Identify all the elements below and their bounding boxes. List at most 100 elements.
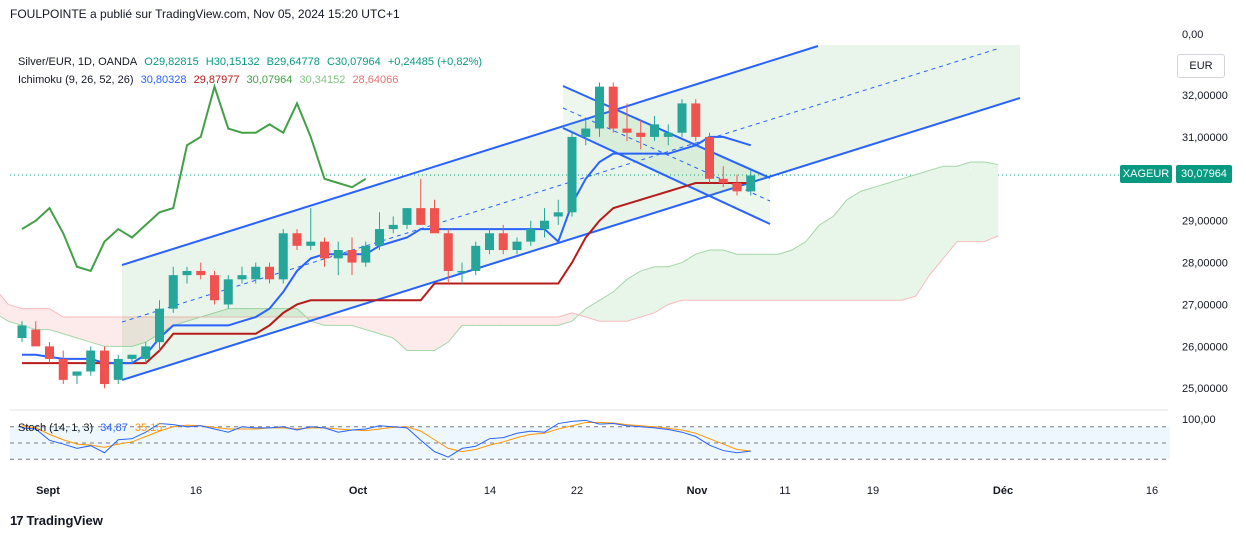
symbol-label: Silver/EUR, 1D, OANDA [18,56,138,68]
candle-body [622,128,632,133]
last-price-tag: 30,07964 [1176,165,1232,183]
x-tick-label: 16 [1146,485,1158,497]
cloud-segment [709,250,724,301]
candle-body [388,224,398,230]
cloud-segment [503,317,517,326]
cloud-segment [530,317,545,326]
cloud-segment [35,308,50,330]
cloud-segment [957,162,971,242]
senkou-b-line [0,235,999,322]
ichimoku-legend: Ichimoku (9, 26, 52, 26) 30,80328 29,879… [18,74,402,86]
y-tick-label: 25,00000 [1182,383,1228,395]
cloud-segment [0,294,9,322]
cloud-segment [448,317,462,343]
channel-lower-line [121,97,1021,381]
candle-body [471,245,481,271]
candle-body [113,358,123,380]
symbol-tag: XAGEUR [1120,165,1172,183]
candle-body [416,208,426,225]
cloud-segment [723,250,737,301]
x-tick-label: Nov [687,485,709,497]
change-value: +0,24485 (+0,82%) [387,56,483,68]
x-tick-label: 14 [484,485,496,497]
cloud-segment [517,317,531,326]
kijun-line [22,181,751,365]
cloud-segment [338,317,352,326]
candle-body [375,229,384,246]
x-tick-label: 11 [779,485,790,497]
cloud-segment [393,317,407,351]
stochastic-pane [10,419,1170,460]
candle-body [705,136,714,179]
stoch-axis-label: 100,00 [1182,414,1216,426]
candle-body [58,358,68,380]
y-tick-label: 27,00000 [1182,299,1228,311]
y-tick-label: 29,00000 [1182,216,1228,228]
cloud-segment [104,317,119,347]
y-tick-label: 32,00000 [1182,90,1228,102]
footer-brand[interactable]: 17 TradingView [10,513,103,528]
time-axis: Sept 16 Oct 14 22 Nov 11 19 Déc 16 [36,485,1158,497]
candle-body [512,241,522,251]
cloud-segment [695,250,710,301]
x-tick-label: 22 [571,485,583,497]
candle-body [553,212,563,217]
tradingview-logo-icon: 17 [10,513,24,528]
senkou-b-value: 28,64066 [352,74,399,86]
chikou-line [21,83,367,273]
cloud-segment [544,317,559,326]
cloud-segment [627,270,641,322]
candle-body [320,241,329,259]
candle-body [155,308,164,343]
senkou-a-line [0,161,999,352]
stoch-label: Stoch (14, 1, 3) [18,422,94,434]
x-tick-label: 19 [867,485,879,497]
cloud-segment [228,308,242,318]
cloud-segment [49,308,64,334]
candle-body [663,132,673,137]
candles [17,82,756,389]
cloud-segment [365,317,380,334]
price-axis: 0,00 32,00000 31,00000 29,00000 28,00000 27,0… [1182,29,1228,426]
candle-body [306,241,316,246]
cloud-segment [352,317,366,330]
brand-name: TradingView [26,513,103,528]
candle-body [333,250,343,259]
candle-body [430,208,439,234]
high-value: H30,15132 [205,56,260,68]
stoch-d-line [21,421,751,453]
y-tick-label: 28,00000 [1182,258,1228,270]
cloud-segment [970,162,985,242]
candle-body [677,103,687,133]
candle-body [732,182,742,192]
cloud-segment [379,317,394,338]
cloud-segment [613,279,627,322]
low-value: B29,64778 [266,56,320,68]
cloud-segment [929,166,944,276]
cloud-segment [640,266,655,318]
cloud-segment [22,308,36,330]
y-tick-label: 0,00 [1182,29,1203,41]
cloud-segment [599,291,614,322]
cloud-segment [805,224,820,301]
currency-button[interactable]: EUR [1177,54,1225,78]
x-tick-label: 16 [190,485,202,497]
open-value: O29,82815 [144,56,199,68]
price-legend: Silver/EUR, 1D, OANDA O29,82815 H30,1513… [18,56,486,68]
candle-body [650,124,659,137]
cloud-segment [943,166,957,259]
candle-body [402,208,412,225]
cloud-segment [819,216,834,301]
candle-body [210,275,219,301]
candle-body [347,250,357,263]
x-tick-label: Déc [993,485,1013,497]
cloud-segment [682,254,696,301]
cloud-segment [173,317,187,326]
cloud-segment [847,191,861,301]
cloud-segment [407,317,421,351]
candle-body [223,279,233,305]
cloud-segment [462,317,476,326]
cloud-segment [214,308,229,318]
candle-body [237,275,247,280]
